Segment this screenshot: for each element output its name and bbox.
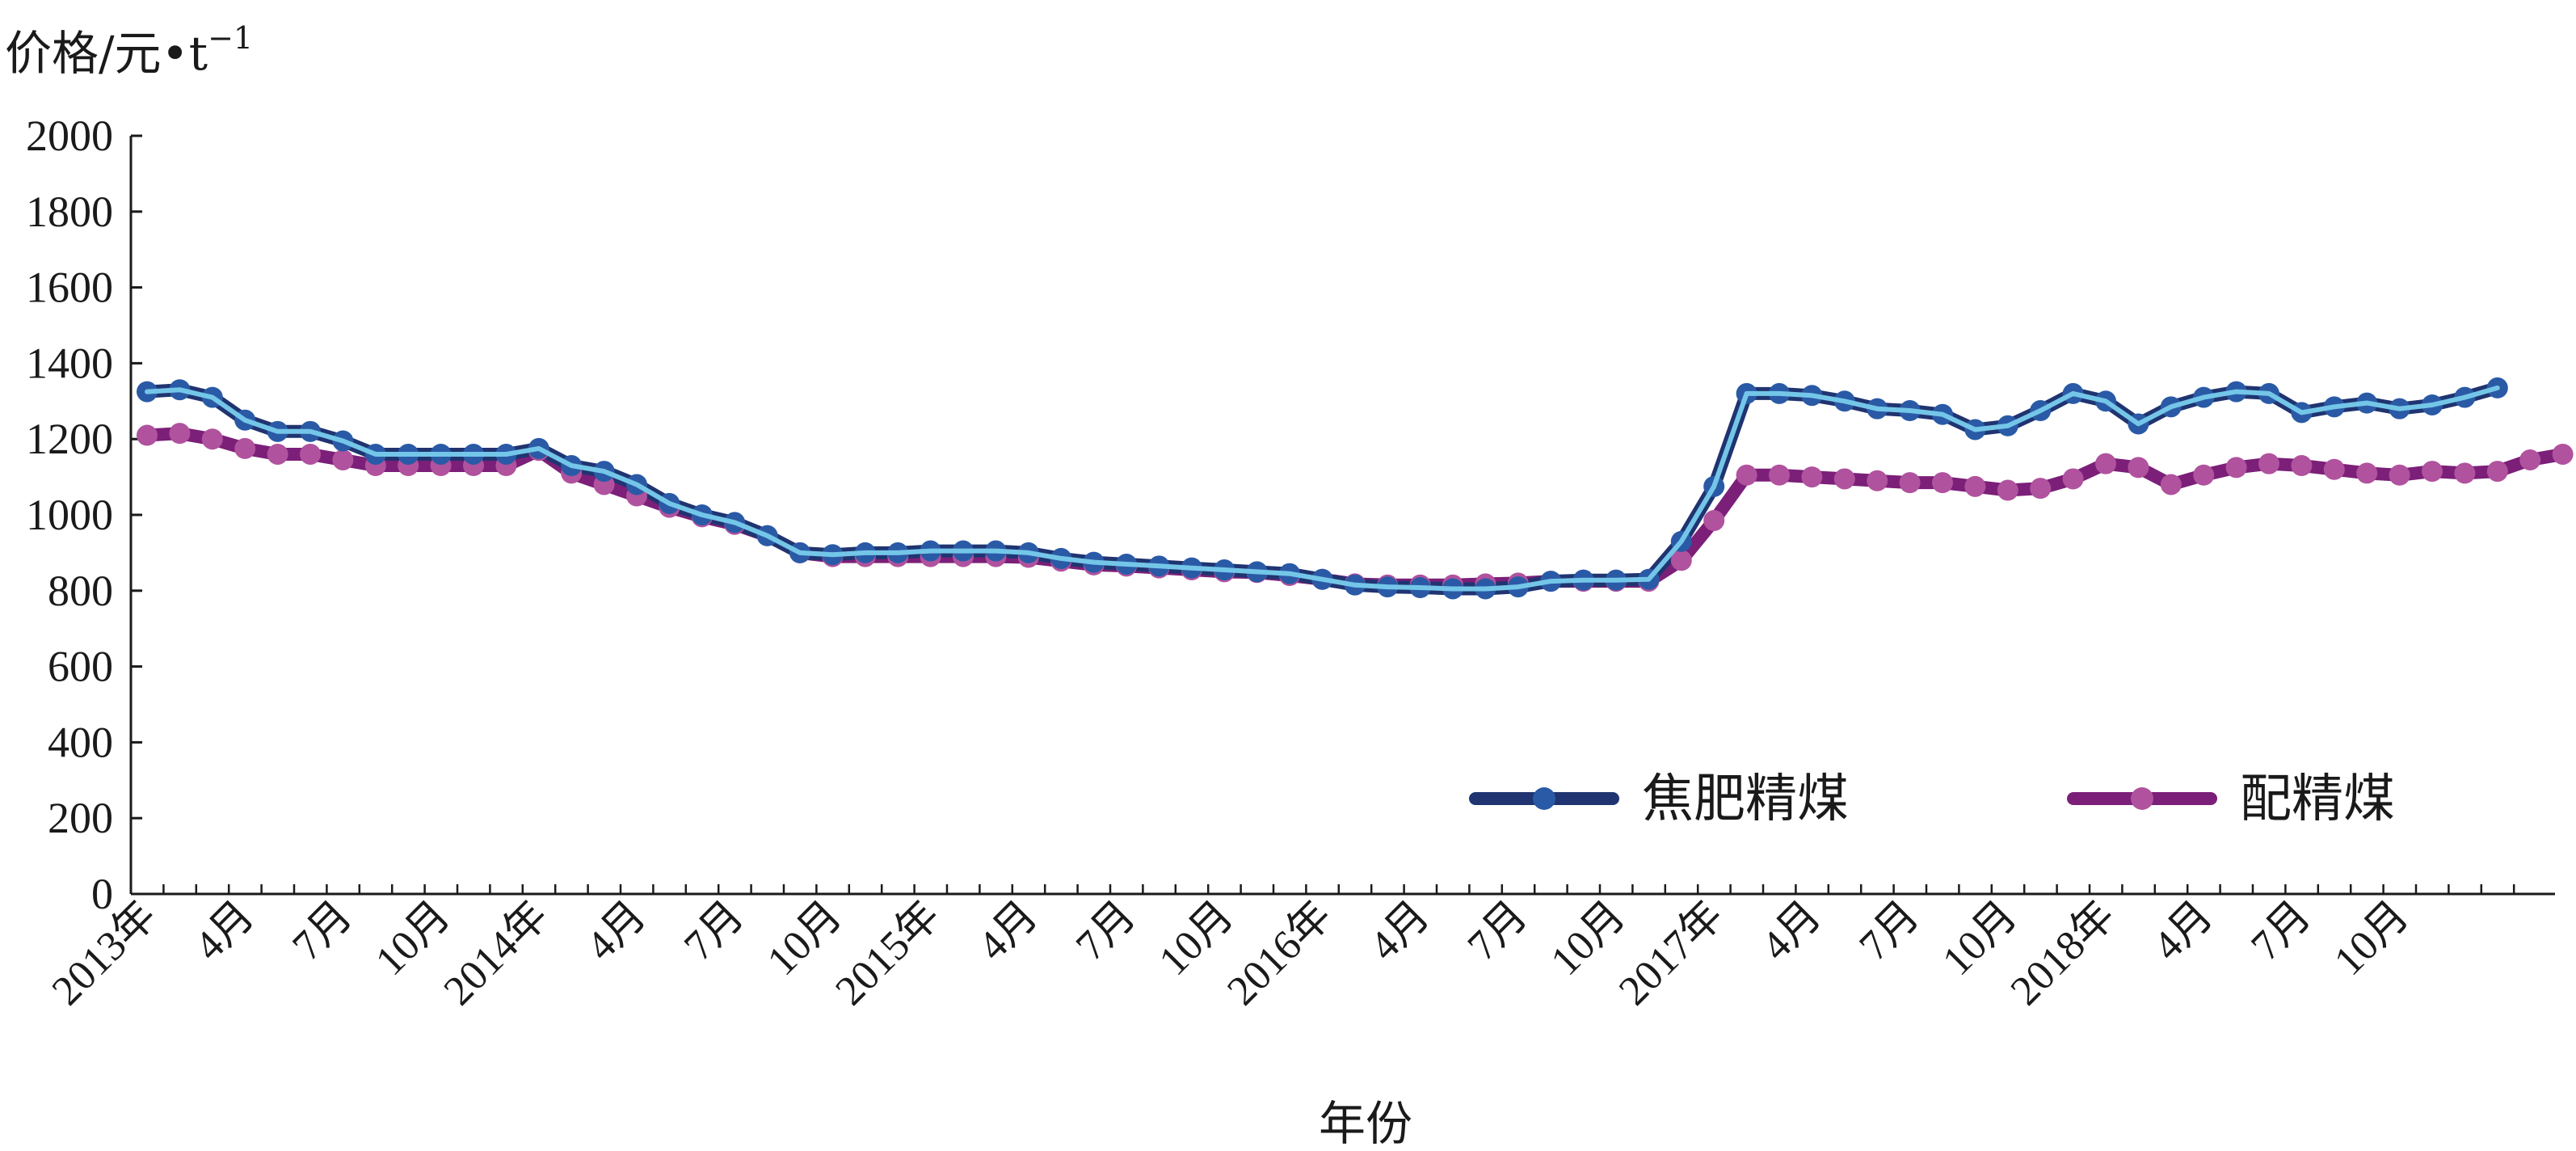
x-tick-label: 4月 [2145,892,2221,969]
data-point [2095,453,2116,474]
data-point [1964,475,1986,497]
y-tick-label: 2000 [26,112,113,160]
data-point [2160,474,2182,495]
data-point [2062,468,2084,490]
data-point [1703,510,1725,532]
x-tick-label: 7月 [1851,892,1928,969]
data-point [1833,468,1855,490]
data-point [1670,550,1692,571]
legend-label: 配精煤 [2240,769,2395,829]
data-point [2552,443,2574,465]
series-line-highlight [145,385,2500,592]
data-point [2519,449,2541,470]
x-tick-label: 4月 [578,892,655,969]
y-tick-label: 800 [48,567,113,615]
data-point [137,424,158,446]
data-point [2323,458,2345,480]
data-point [2193,464,2215,486]
data-point [1769,464,1790,486]
legend: 焦肥精煤 配精煤 [1469,769,2395,829]
x-tick-label: 2017年 [1610,892,1732,1014]
x-tick-label: 2016年 [1219,892,1341,1014]
data-point [169,423,191,445]
axes: 0 200 400 600 800 1000 1200 1400 1600 1800 2000 201… [26,112,2555,1014]
x-tick-label: 7月 [2242,892,2319,969]
data-point [2454,462,2476,484]
data-point [2225,457,2247,479]
y-tick-label: 1400 [26,339,113,387]
y-tick-label: 200 [48,794,113,842]
data-point [2030,478,2052,500]
data-point [332,449,354,470]
data-point [300,443,321,465]
data-point [2258,453,2279,474]
y-tick-label: 0 [91,870,113,918]
data-point [1736,464,1757,486]
data-point [2356,462,2378,484]
data-point [1899,472,1921,494]
y-tick-label: 1800 [26,188,113,236]
y-tick-label: 1600 [26,264,113,312]
x-tick-label: 4月 [1753,892,1829,969]
y-tick-label: 1200 [26,415,113,463]
data-point [267,443,288,465]
x-tick-label: 4月 [1362,892,1438,969]
legend-swatch-marker [1533,787,1555,810]
x-tick-label: 2014年 [436,892,558,1014]
x-tick-label: 7月 [1459,892,1536,969]
data-point [2291,455,2313,477]
plot-area [137,377,2574,600]
y-tick-label: 1000 [26,491,113,539]
x-axis-title: 年份 [1319,1096,1412,1151]
data-point [1867,470,1888,491]
y-axis-title: 价格/元•t−1 [5,20,253,81]
data-point [2422,461,2443,483]
y-tick-label: 400 [48,718,113,766]
data-point [1801,466,1823,488]
x-tick-label: 10月 [2326,892,2418,984]
x-tick-label: 2018年 [2002,892,2124,1014]
y-tick-label: 600 [48,643,113,691]
data-point [201,428,223,450]
x-tick-label: 7月 [284,892,360,969]
x-tick-label: 2015年 [827,892,949,1014]
data-point [1997,479,2018,501]
x-tick-label: 7月 [1067,892,1144,969]
x-tick-label: 7月 [676,892,752,969]
legend-label: 焦肥精煤 [1642,769,1849,829]
data-point [1932,472,1953,494]
legend-swatch-marker [2131,787,2153,810]
data-point [2389,464,2410,486]
data-point [2128,457,2149,479]
data-point [234,437,256,459]
data-point [2486,461,2508,483]
x-tick-label: 4月 [970,892,1046,969]
x-tick-label: 4月 [186,892,263,969]
